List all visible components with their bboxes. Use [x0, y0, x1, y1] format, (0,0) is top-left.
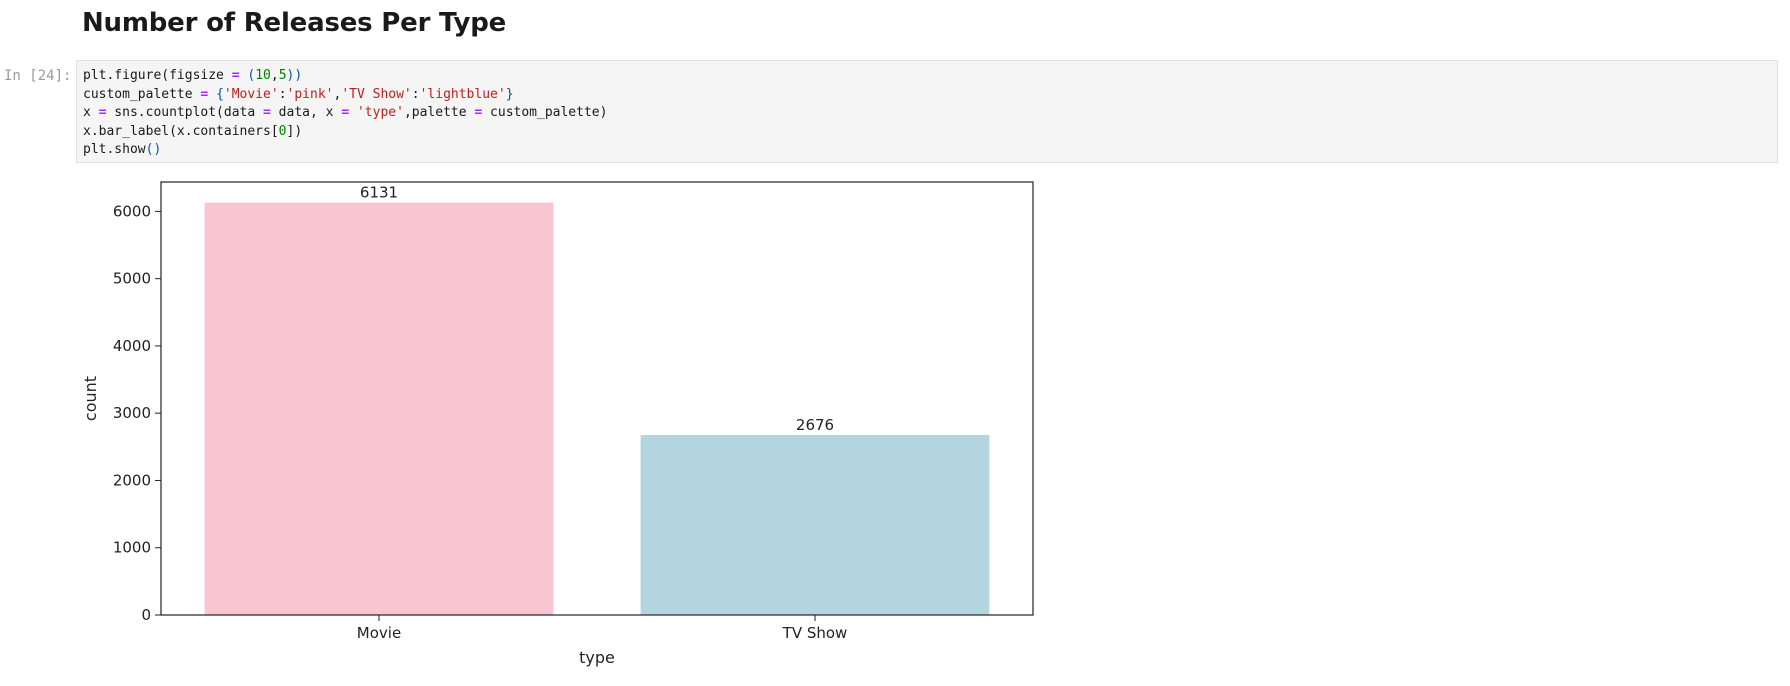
code-line: plt.show(): [83, 142, 162, 157]
y-tick-label: 6000: [113, 202, 151, 220]
plot-frame: [160, 181, 1034, 616]
y-axis-label: count: [81, 376, 100, 421]
cell-output: 6131 2676 0 1000 2000 3000 4000 5000 6000 Movie TV…: [76, 170, 1056, 670]
y-tick-label: 0: [141, 606, 151, 624]
markdown-heading: Number of Releases Per Type: [82, 8, 507, 38]
code-line: x = sns.countplot(data = data, x = 'type…: [83, 105, 608, 120]
x-axis-label: type: [579, 648, 615, 667]
y-tick-label: 3000: [113, 404, 151, 422]
bar-chart: 6131 2676 0 1000 2000 3000 4000 5000 6000 Movie TV…: [81, 181, 1034, 667]
cell-prompt: In [24]:: [4, 68, 72, 84]
code-line: custom_palette = {'Movie':'pink','TV Sho…: [83, 86, 514, 102]
x-tick-label: TV Show: [782, 624, 848, 642]
bar-value-label: 2676: [796, 416, 834, 434]
code-line: x.bar_label(x.containers[0]): [83, 123, 303, 139]
bar-value-label: 6131: [360, 184, 398, 202]
code-cell-editor[interactable]: plt.figure(figsize = (10,5)) custom_palet…: [76, 60, 1778, 163]
y-tick-label: 2000: [113, 471, 151, 489]
y-tick-label: 1000: [113, 539, 151, 557]
y-tick-label: 5000: [113, 270, 151, 288]
code-line: plt.figure(figsize = (10,5)): [83, 68, 303, 83]
y-tick-label: 4000: [113, 337, 151, 355]
bar-tv-show: [640, 434, 990, 615]
x-tick-label: Movie: [357, 624, 401, 642]
bar-movie: [204, 202, 554, 616]
